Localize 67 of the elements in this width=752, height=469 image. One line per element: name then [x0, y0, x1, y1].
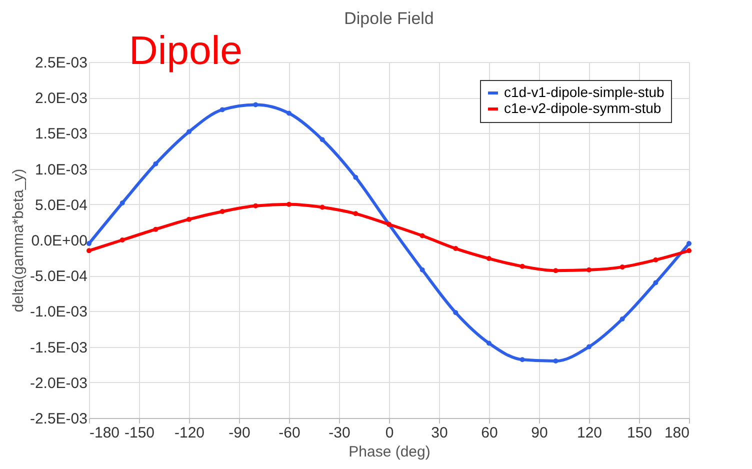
point: [620, 316, 625, 322]
point: [420, 267, 425, 272]
x-tick-label: 150: [626, 424, 652, 442]
point: [286, 202, 292, 207]
x-tick-label: 120: [576, 424, 602, 442]
y-tick-label: 2.5E-03: [34, 54, 88, 72]
y-axis-title: delta(gamma*beta_y): [10, 168, 27, 312]
point: [220, 209, 225, 214]
point: [553, 268, 558, 274]
point: [586, 344, 592, 350]
x-tick-label: 90: [531, 424, 548, 442]
x-tick-label: 180: [664, 424, 690, 442]
y-tick-label: 0.0E+00: [31, 232, 88, 250]
x-tick-label: 30: [431, 424, 448, 442]
point: [186, 216, 192, 222]
point: [86, 241, 92, 246]
point: [186, 129, 192, 134]
point: [120, 238, 125, 242]
point: [153, 226, 158, 232]
legend-label: c1e-v2-dipole-symm-stub: [504, 100, 662, 116]
point: [320, 137, 325, 142]
x-tick-label: -120: [174, 424, 205, 442]
y-tick-label: 1.5E-03: [34, 126, 88, 143]
point: [453, 310, 458, 316]
y-tick-label: -1.0E-03: [30, 304, 88, 321]
x-tick-label: -30: [328, 424, 350, 442]
point: [686, 248, 692, 254]
x-tick-label: 60: [481, 424, 498, 442]
y-tick-label: 5.0E-04: [34, 196, 88, 214]
point: [586, 267, 592, 272]
point: [653, 280, 658, 286]
y-tick-label: -2.5E-03: [30, 410, 88, 428]
point: [86, 248, 92, 254]
point: [353, 174, 358, 180]
point: [520, 357, 525, 362]
x-tick-label: 0: [385, 424, 394, 442]
point: [320, 204, 325, 210]
y-tick-label: -5.0E-04: [30, 268, 88, 286]
point: [286, 110, 292, 116]
point: [353, 211, 358, 216]
point: [686, 241, 692, 246]
y-tick-label: 2.0E-03: [34, 90, 88, 108]
point: [486, 340, 492, 346]
legend-label: c1d-v1-dipole-simple-stub: [504, 84, 665, 100]
x-tick-label: -90: [228, 424, 250, 442]
point: [120, 200, 125, 206]
point: [553, 358, 558, 364]
point: [620, 264, 625, 270]
point: [486, 256, 492, 262]
line-series: [86, 102, 692, 364]
y-tick-label: 1.0E-03: [34, 161, 88, 178]
y-tick-label: -1.5E-03: [30, 339, 88, 356]
point: [220, 107, 225, 112]
annotation: Dipole: [129, 29, 242, 73]
y-tick-label: -2.0E-03: [30, 374, 88, 392]
point: [253, 203, 258, 208]
point: [420, 233, 425, 238]
point: [520, 264, 525, 269]
point: [253, 102, 258, 108]
x-tick-label: -150: [124, 424, 155, 442]
point: [453, 246, 458, 252]
x-tick-label: -180: [90, 424, 120, 442]
point: [653, 257, 658, 262]
point: [153, 161, 158, 166]
x-tick-label: -60: [278, 424, 300, 442]
x-axis-title: Phase (deg): [348, 444, 430, 460]
chart-title: Dipole Field: [344, 9, 434, 28]
